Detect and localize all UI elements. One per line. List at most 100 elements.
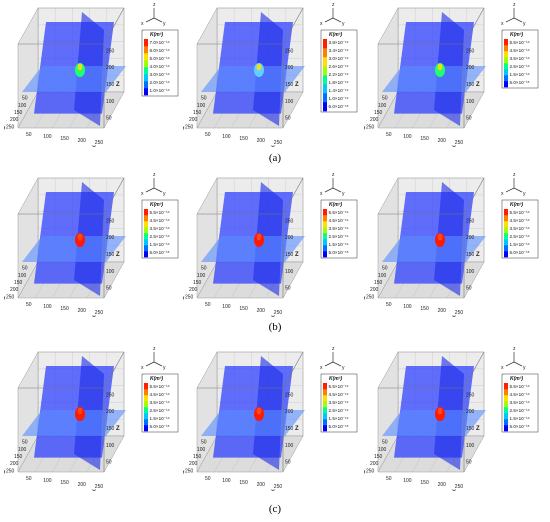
slice-plot: 50100150200250Z50100150200250X5010015020… (183, 2, 358, 147)
y-tick-label: 250 (185, 468, 194, 474)
z-tick-label: 150 (285, 426, 294, 432)
legend-title: K(m²) (329, 202, 342, 208)
legend-value: 4.5×10⁻¹⁴ (510, 392, 530, 397)
y-tick-label: 50 (22, 96, 28, 102)
z-tick-label: 100 (106, 99, 115, 105)
y-tick-label: 200 (189, 117, 198, 123)
svg-text:z: z (332, 2, 335, 8)
y-tick-label: 200 (189, 287, 198, 293)
x-tick-label: 50 (386, 476, 392, 482)
x-tick-label: 250 (455, 484, 464, 490)
z-tick-label: 250 (285, 218, 294, 224)
legend-value: 3.5×10⁻¹⁴ (329, 226, 349, 231)
y-axis-label: y (183, 470, 185, 476)
z-tick-label: 150 (466, 82, 475, 88)
svg-text:y: y (523, 365, 526, 371)
axis-triad-icon: z x y (320, 172, 345, 197)
slice-plane-horizontal-xy (382, 236, 486, 262)
panel-2-0: 50100150200250Z50100150200250X5010015020… (4, 346, 180, 491)
legend-value: 3.5×10⁻¹⁴ (510, 226, 530, 231)
x-tick-label: 150 (60, 480, 69, 486)
legend-value: 1.5×10⁻¹⁴ (329, 416, 349, 421)
caption-a: (a) (268, 152, 282, 164)
z-tick-label: 200 (466, 409, 475, 415)
y-tick-label: 100 (18, 273, 27, 279)
x-tick-label: 200 (438, 482, 447, 488)
legend-value: 3.4×10⁻¹⁴ (329, 48, 349, 53)
y-tick-label: 200 (370, 117, 379, 123)
legend-value: 2.6×10⁻¹⁴ (329, 64, 349, 69)
z-tick-label: 50 (106, 460, 112, 466)
y-tick-label: 100 (197, 447, 206, 453)
y-tick-label: 250 (6, 294, 15, 300)
x-tick-label: 50 (205, 302, 211, 308)
y-axis-label: y (183, 126, 185, 132)
slice-plane-horizontal-xy (382, 410, 486, 436)
legend-value: 2.5×10⁻¹⁴ (150, 234, 170, 239)
y-tick-label: 150 (193, 280, 202, 286)
x-tick-label: 50 (26, 302, 32, 308)
legend-value: 1.0×10⁻¹⁴ (150, 88, 170, 93)
y-tick-label: 50 (201, 96, 207, 102)
svg-text:x: x (320, 191, 323, 197)
y-tick-label: 150 (14, 110, 23, 116)
colorbar-legend: K(m²) 7.0×10⁻¹⁴ 6.0×10⁻¹⁴ 5.0×10⁻¹⁴ 4.0×10⁻¹… (141, 29, 179, 97)
x-tick-label: 250 (95, 484, 104, 490)
z-tick-label: 100 (106, 269, 115, 275)
legend-title: K(m²) (510, 376, 523, 382)
svg-text:z: z (153, 346, 156, 352)
axis-triad-icon: z x y (501, 2, 526, 27)
y-tick-label: 50 (22, 266, 28, 272)
x-tick-label: 250 (455, 140, 464, 146)
legend-value: 1.5×10⁻¹⁴ (150, 416, 170, 421)
z-tick-label: 250 (466, 218, 475, 224)
y-tick-label: 250 (6, 124, 15, 130)
y-tick-label: 150 (193, 454, 202, 460)
axis-triad-icon: z x y (141, 172, 166, 197)
legend-title: K(m²) (329, 376, 342, 382)
z-tick-label: 200 (106, 235, 115, 241)
z-tick-label: 100 (285, 269, 294, 275)
x-tick-label: 250 (95, 310, 104, 316)
colorbar-legend: K(m²) 5.5×10⁻¹⁴ 4.5×10⁻¹⁴ 3.5×10⁻¹⁴ 2.5×10⁻¹… (501, 373, 539, 433)
legend-value: 2.5×10⁻¹⁴ (510, 234, 530, 239)
y-tick-label: 100 (378, 273, 387, 279)
z-tick-label: 50 (106, 116, 112, 122)
colorbar-legend: K(m²) 5.5×10⁻¹⁴ 4.5×10⁻¹⁴ 3.5×10⁻¹⁴ 2.5×10⁻¹… (320, 199, 358, 259)
panel-1-1: 50100150200250Z50100150200250X5010015020… (183, 172, 359, 317)
y-axis-label: y (4, 126, 6, 132)
x-tick-label: 200 (257, 482, 266, 488)
x-axis-label: X (452, 490, 456, 491)
y-axis-label: y (4, 470, 6, 476)
x-tick-label: 100 (43, 478, 52, 484)
z-tick-label: 200 (285, 235, 294, 241)
x-tick-label: 150 (239, 306, 248, 312)
x-tick-label: 200 (78, 308, 87, 314)
y-tick-label: 200 (10, 461, 19, 467)
slice-plane-horizontal-xy (201, 66, 305, 92)
legend-value: 2.5×10⁻¹⁴ (329, 234, 349, 239)
legend-value: 3.0×10⁻¹⁴ (329, 56, 349, 61)
panel-2-1: 50100150200250Z50100150200250X5010015020… (183, 346, 359, 491)
x-tick-label: 250 (455, 310, 464, 316)
y-tick-label: 100 (18, 103, 27, 109)
x-tick-label: 200 (438, 138, 447, 144)
legend-value: 3.8×10⁻¹⁴ (329, 40, 349, 45)
z-tick-label: 250 (466, 48, 475, 54)
z-tick-label: 250 (466, 392, 475, 398)
y-tick-label: 150 (193, 110, 202, 116)
svg-text:x: x (320, 21, 323, 27)
y-tick-label: 100 (197, 103, 206, 109)
x-tick-label: 100 (43, 134, 52, 140)
legend-value: 1.5×10⁻¹⁴ (510, 72, 530, 77)
legend-value: 2.5×10⁻¹⁴ (329, 408, 349, 413)
svg-text:z: z (513, 2, 516, 8)
x-tick-label: 200 (78, 482, 87, 488)
slice-plot: 50100150200250Z50100150200250X5010015020… (364, 172, 539, 317)
svg-text:y: y (523, 191, 526, 197)
y-tick-label: 250 (185, 124, 194, 130)
legend-value: 2.0×10⁻¹⁴ (150, 80, 170, 85)
y-tick-label: 150 (374, 110, 383, 116)
z-tick-label: 150 (106, 82, 115, 88)
z-tick-label: 100 (285, 99, 294, 105)
